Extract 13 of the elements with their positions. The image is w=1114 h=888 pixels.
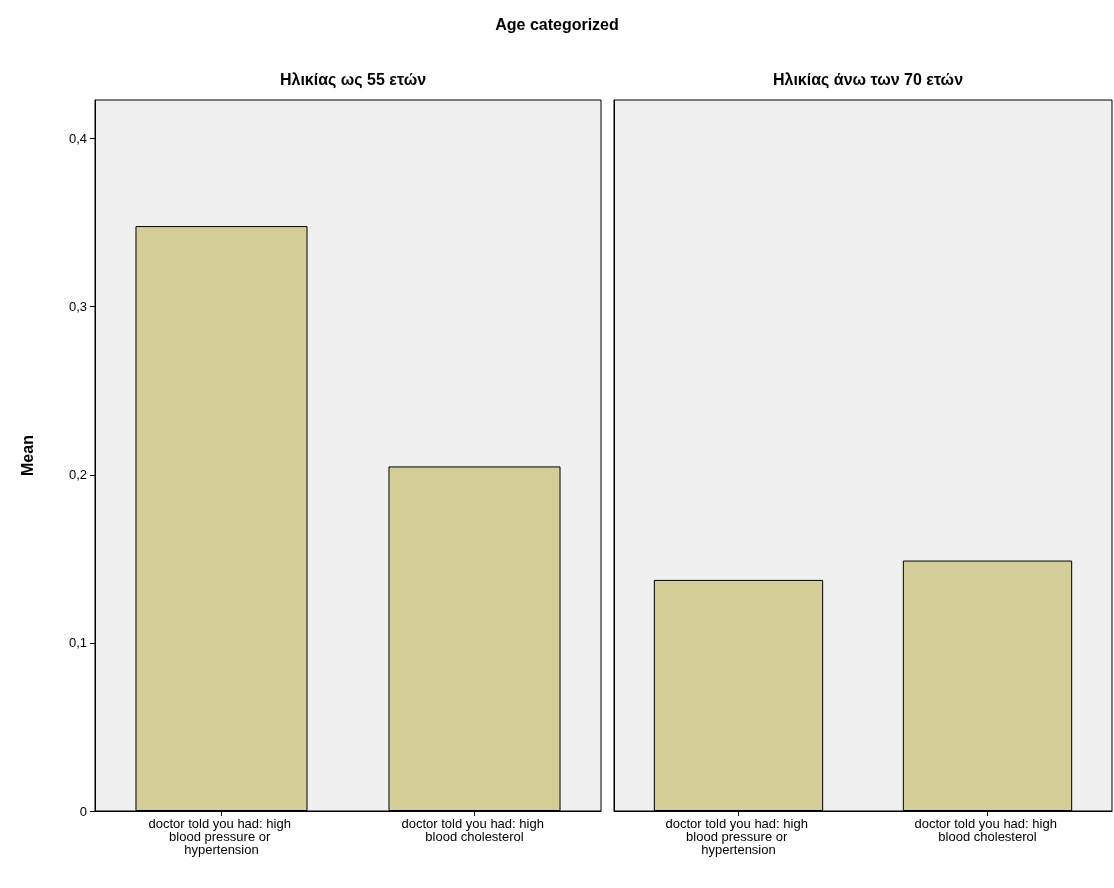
x-tick-label: doctor told you had: high blood cholesterol	[914, 816, 1061, 844]
x-tick-label: doctor told you had: high blood cholesterol	[401, 816, 548, 844]
y-tick-label: 0,2	[68, 467, 87, 483]
chart-title: Age categorized	[494, 16, 620, 34]
x-tick-label: doctor told you had: high blood pressure or hypertension	[665, 816, 812, 857]
y-tick-label: 0,4	[68, 131, 87, 147]
y-tick-label: 0,3	[68, 299, 87, 315]
y-tick-label: 0	[79, 803, 87, 819]
chart-subtitle: Ηλικίας άνω των 70 ετών	[772, 70, 964, 89]
y-tick-label: 0,1	[68, 635, 87, 651]
x-tick-label: doctor told you had: high blood pressure or hypertension	[148, 816, 295, 857]
y-axis-title: Mean	[18, 435, 36, 476]
chart-subtitle: Ηλικίας ως 55 ετών	[279, 70, 427, 89]
